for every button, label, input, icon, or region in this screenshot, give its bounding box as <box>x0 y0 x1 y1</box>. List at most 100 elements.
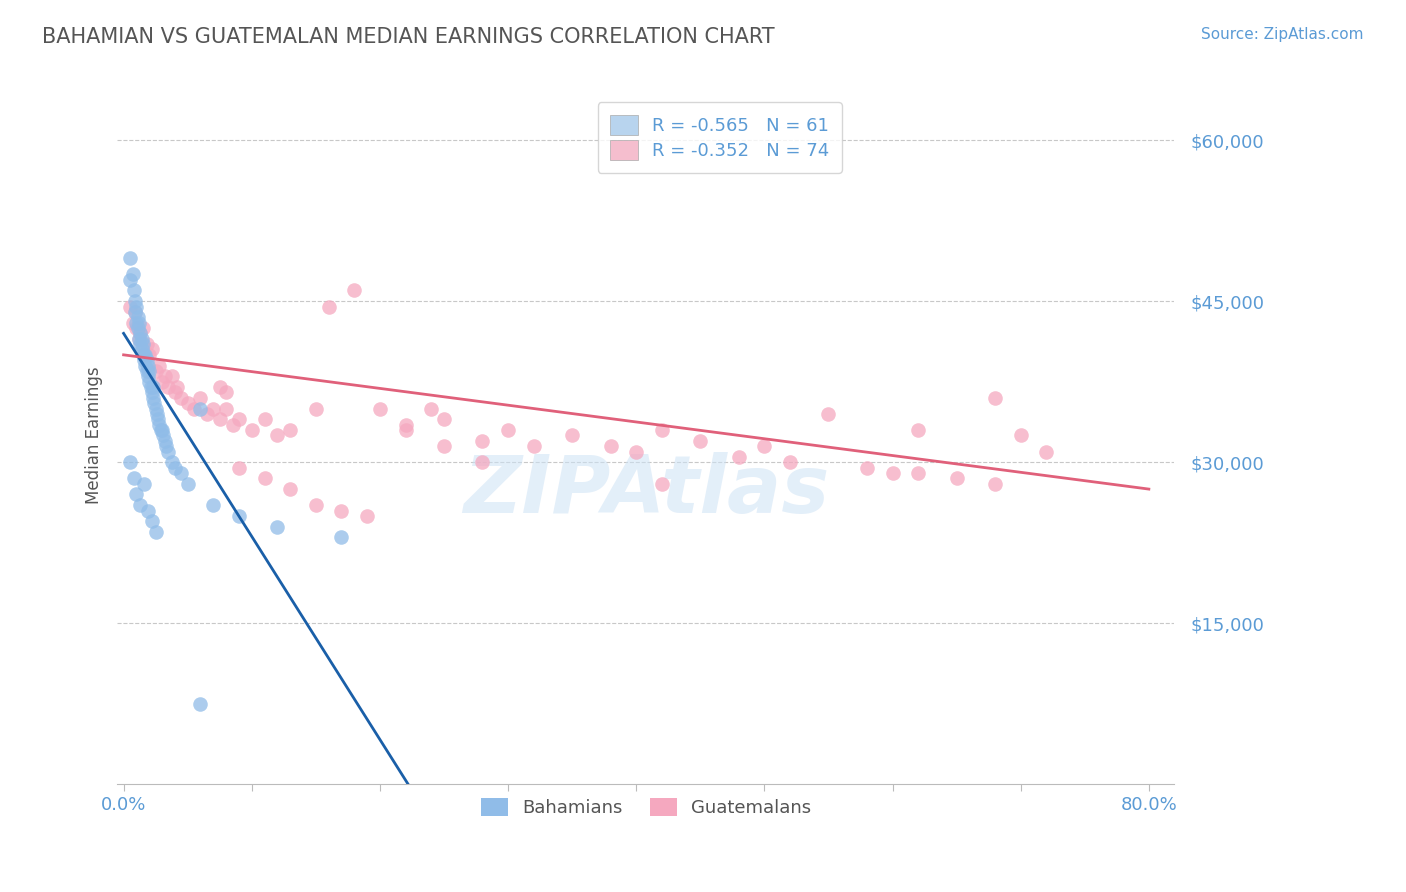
Point <box>128 332 150 346</box>
Point <box>132 476 155 491</box>
Point <box>134 359 156 373</box>
Point <box>148 417 170 432</box>
Point <box>471 434 494 448</box>
Point <box>152 428 174 442</box>
Text: BAHAMIAN VS GUATEMALAN MEDIAN EARNINGS CORRELATION CHART: BAHAMIAN VS GUATEMALAN MEDIAN EARNINGS C… <box>42 27 775 46</box>
Point <box>984 476 1007 491</box>
Point <box>523 439 546 453</box>
Text: Source: ZipAtlas.com: Source: ZipAtlas.com <box>1201 27 1364 42</box>
Point <box>131 332 153 346</box>
Point <box>129 498 152 512</box>
Point <box>131 337 153 351</box>
Point <box>433 439 456 453</box>
Point <box>132 348 155 362</box>
Point <box>166 380 188 394</box>
Point <box>127 321 149 335</box>
Point <box>433 412 456 426</box>
Point <box>907 466 929 480</box>
Point <box>124 294 146 309</box>
Point <box>145 524 167 539</box>
Point <box>124 305 146 319</box>
Point <box>135 364 157 378</box>
Point <box>202 401 225 416</box>
Point <box>190 697 212 711</box>
Point <box>599 439 621 453</box>
Point <box>754 439 776 453</box>
Point <box>215 401 238 416</box>
Point <box>121 316 143 330</box>
Point <box>163 385 186 400</box>
Point <box>122 471 145 485</box>
Point <box>145 401 167 416</box>
Point <box>150 423 173 437</box>
Point <box>195 407 218 421</box>
Point <box>170 466 193 480</box>
Point <box>561 428 583 442</box>
Point <box>253 412 276 426</box>
Point <box>153 369 176 384</box>
Point <box>132 337 155 351</box>
Point <box>215 385 238 400</box>
Point <box>125 487 148 501</box>
Point <box>228 460 250 475</box>
Point <box>208 380 231 394</box>
Point <box>141 385 163 400</box>
Point <box>278 482 301 496</box>
Point <box>471 455 494 469</box>
Point <box>136 359 159 373</box>
Point <box>153 434 176 448</box>
Point <box>882 466 904 480</box>
Point <box>136 369 159 384</box>
Point <box>118 300 141 314</box>
Point <box>145 364 167 378</box>
Point <box>141 343 163 357</box>
Point <box>305 498 328 512</box>
Point <box>125 321 148 335</box>
Point <box>202 498 225 512</box>
Point <box>146 407 169 421</box>
Point <box>150 375 173 389</box>
Point <box>118 251 141 265</box>
Point <box>148 359 170 373</box>
Point <box>221 417 243 432</box>
Point <box>170 391 193 405</box>
Point <box>127 310 149 325</box>
Point <box>138 364 160 378</box>
Point <box>124 305 146 319</box>
Point <box>330 503 353 517</box>
Point <box>727 450 749 464</box>
Point <box>122 284 145 298</box>
Point <box>1010 428 1032 442</box>
Point <box>228 508 250 523</box>
Point <box>134 348 156 362</box>
Point <box>129 326 152 341</box>
Point <box>128 316 150 330</box>
Point <box>689 434 711 448</box>
Point <box>183 401 205 416</box>
Point <box>266 519 288 533</box>
Point <box>945 471 967 485</box>
Point <box>318 300 340 314</box>
Point <box>118 273 141 287</box>
Point <box>162 369 184 384</box>
Point <box>1035 444 1057 458</box>
Point <box>984 391 1007 405</box>
Point <box>132 348 155 362</box>
Point <box>330 530 353 544</box>
Point <box>155 439 177 453</box>
Point <box>278 423 301 437</box>
Point <box>368 401 391 416</box>
Point <box>496 423 519 437</box>
Point <box>129 337 152 351</box>
Point <box>121 268 143 282</box>
Point <box>394 423 416 437</box>
Point <box>856 460 879 475</box>
Point <box>143 396 166 410</box>
Point <box>148 412 170 426</box>
Point <box>651 423 673 437</box>
Point <box>141 514 163 528</box>
Point <box>139 380 162 394</box>
Point <box>118 455 141 469</box>
Point <box>132 321 155 335</box>
Point <box>779 455 801 469</box>
